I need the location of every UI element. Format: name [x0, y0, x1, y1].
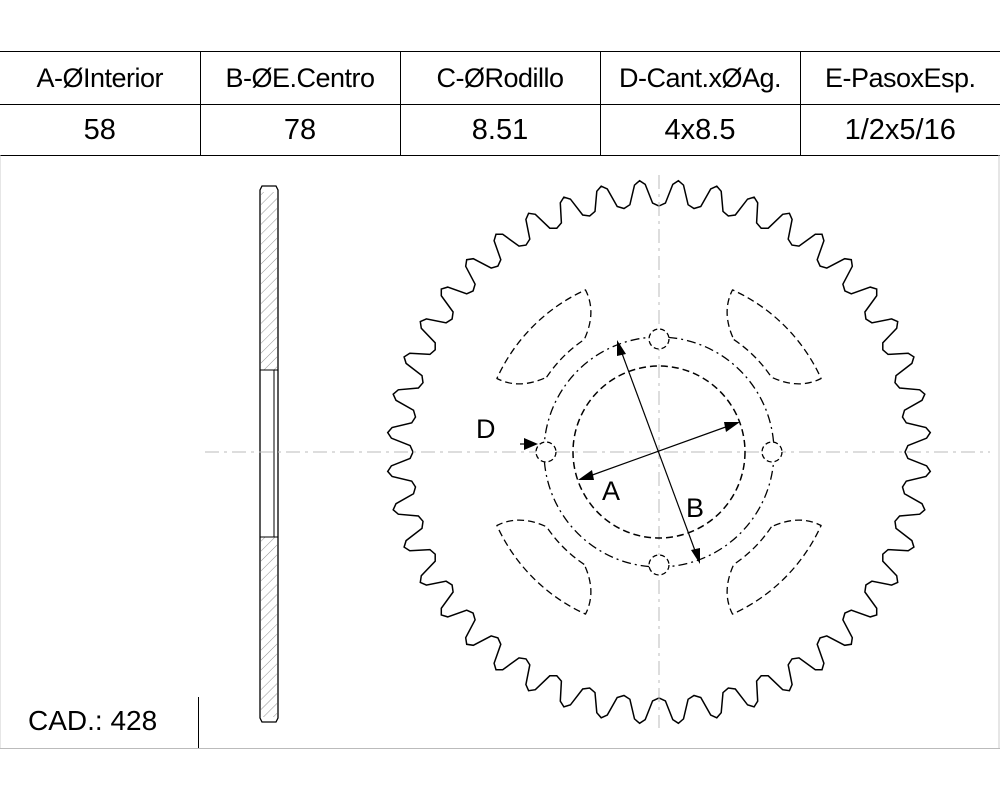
header-holes-qty-diameter: D-Cant.xØAg. [599, 51, 801, 105]
side-hatch-bottom [261, 537, 277, 717]
lightening-window [496, 289, 592, 385]
spec-header-row: A-ØInterior B-ØE.Centro C-ØRodillo D-Can… [0, 51, 1000, 105]
spec-table: A-ØInterior B-ØE.Centro C-ØRodillo D-Can… [0, 51, 1000, 156]
lightening-window [726, 289, 822, 385]
header-pitch-thickness: E-PasoxEsp. [799, 51, 1000, 105]
side-hatch-top [261, 192, 277, 370]
lightening-window [496, 519, 592, 615]
spec-values-row: 58 78 8.51 4x8.5 1/2x5/16 [0, 104, 1000, 156]
label-d: D [476, 414, 496, 444]
value-interior-diameter: 58 [0, 104, 201, 156]
cad-divider [198, 697, 199, 749]
lightening-window [726, 519, 822, 615]
value-holes-qty-diameter: 4x8.5 [599, 104, 801, 156]
sprocket-front-view: A B D [205, 175, 990, 728]
bolt-hole [648, 328, 670, 350]
bolt-holes [535, 328, 783, 576]
sprocket-side-view [259, 185, 279, 723]
value-center-distance: 78 [199, 104, 401, 156]
dimension-b [617, 340, 700, 564]
bolt-hole [535, 441, 557, 463]
bolt-hole [761, 441, 783, 463]
lightening-windows [496, 289, 822, 615]
center-bore [572, 365, 746, 539]
bottom-rule [0, 748, 1000, 749]
value-pitch-thickness: 1/2x5/16 [799, 104, 1000, 156]
label-a: A [602, 476, 620, 506]
value-roller-diameter: 8.51 [399, 104, 601, 156]
dimension-a [578, 422, 740, 480]
header-center-distance: B-ØE.Centro [199, 51, 401, 105]
header-interior-diameter: A-ØInterior [0, 51, 201, 105]
bolt-hole [648, 554, 670, 576]
header-roller-diameter: C-ØRodillo [399, 51, 601, 105]
cad-code: CAD.: 428 [28, 705, 158, 736]
label-b: B [686, 493, 704, 523]
dimension-d [520, 438, 538, 450]
